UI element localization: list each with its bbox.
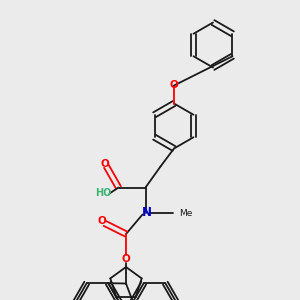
Text: O: O	[169, 80, 178, 91]
Text: O: O	[97, 215, 106, 226]
Text: HO: HO	[95, 188, 112, 199]
Text: N: N	[142, 206, 152, 220]
Text: O: O	[122, 254, 130, 265]
Text: Me: Me	[179, 208, 193, 217]
Text: O: O	[100, 159, 109, 169]
